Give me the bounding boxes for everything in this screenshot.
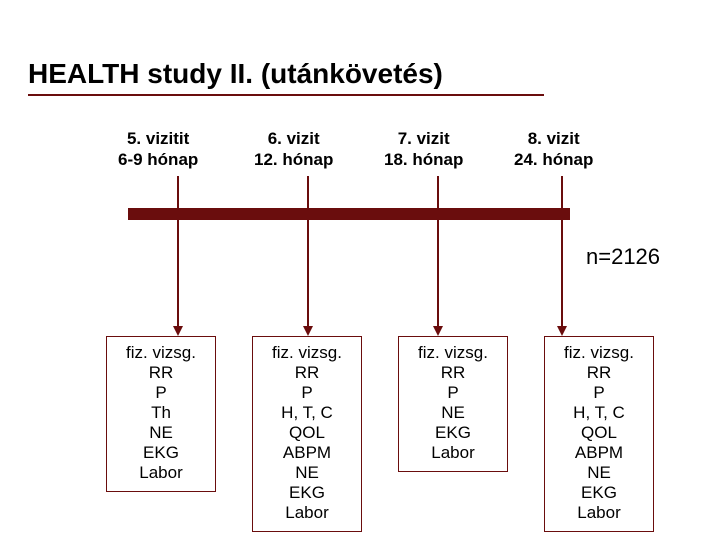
visit-box-item: RR — [111, 363, 211, 383]
arrow-5-head — [173, 326, 183, 336]
arrow-6-head — [303, 326, 313, 336]
page-title: HEALTH study II. (utánkövetés) — [28, 58, 443, 90]
visit-box-item: EKG — [111, 443, 211, 463]
visit-box-item: QOL — [549, 423, 649, 443]
visit-label-6: 6. vizit 12. hónap — [254, 128, 333, 171]
arrow-6-bottom — [307, 220, 309, 326]
visit-box-item: QOL — [257, 423, 357, 443]
visit-box-item: Labor — [403, 443, 503, 463]
visit-box-item: Labor — [257, 503, 357, 523]
visit-box-item: H, T, C — [257, 403, 357, 423]
visit-box-item: P — [111, 383, 211, 403]
arrow-8-bottom — [561, 220, 563, 326]
visit-label-5: 5. vizitit 6-9 hónap — [118, 128, 198, 171]
timeline-bar — [128, 208, 570, 220]
visit-box-item: H, T, C — [549, 403, 649, 423]
arrow-5-top — [177, 176, 179, 208]
visit-box-item: P — [549, 383, 649, 403]
arrow-5-bottom — [177, 220, 179, 326]
visit-box-item: RR — [257, 363, 357, 383]
arrow-6-top — [307, 176, 309, 208]
arrow-7-top — [437, 176, 439, 208]
visit-box-item: NE — [403, 403, 503, 423]
visit-box-item: fiz. vizsg. — [403, 343, 503, 363]
visit-box-item: EKG — [257, 483, 357, 503]
visit-box-item: NE — [257, 463, 357, 483]
visit-box-item: P — [403, 383, 503, 403]
visit-box-6: fiz. vizsg.RRPH, T, CQOLABPMNEEKGLabor — [252, 336, 362, 532]
visit-box-item: NE — [111, 423, 211, 443]
visit-box-item: NE — [549, 463, 649, 483]
visit-box-5: fiz. vizsg.RRPThNEEKGLabor — [106, 336, 216, 492]
visit-box-item: fiz. vizsg. — [111, 343, 211, 363]
visit-box-item: Labor — [549, 503, 649, 523]
arrow-8-top — [561, 176, 563, 208]
visit-box-item: Th — [111, 403, 211, 423]
n-label: n=2126 — [586, 244, 660, 270]
visit-box-8: fiz. vizsg.RRPH, T, CQOLABPMNEEKGLabor — [544, 336, 654, 532]
visit-label-7: 7. vizit 18. hónap — [384, 128, 463, 171]
visit-box-item: EKG — [549, 483, 649, 503]
visit-box-7: fiz. vizsg.RRPNEEKGLabor — [398, 336, 508, 472]
arrow-8-head — [557, 326, 567, 336]
arrow-7-bottom — [437, 220, 439, 326]
arrow-7-head — [433, 326, 443, 336]
visit-box-item: fiz. vizsg. — [257, 343, 357, 363]
visit-box-item: Labor — [111, 463, 211, 483]
visit-box-item: P — [257, 383, 357, 403]
visit-box-item: RR — [549, 363, 649, 383]
visit-box-item: fiz. vizsg. — [549, 343, 649, 363]
visit-box-item: EKG — [403, 423, 503, 443]
visit-label-8: 8. vizit 24. hónap — [514, 128, 593, 171]
title-underline — [28, 94, 544, 96]
visit-box-item: ABPM — [257, 443, 357, 463]
visit-box-item: ABPM — [549, 443, 649, 463]
visit-box-item: RR — [403, 363, 503, 383]
